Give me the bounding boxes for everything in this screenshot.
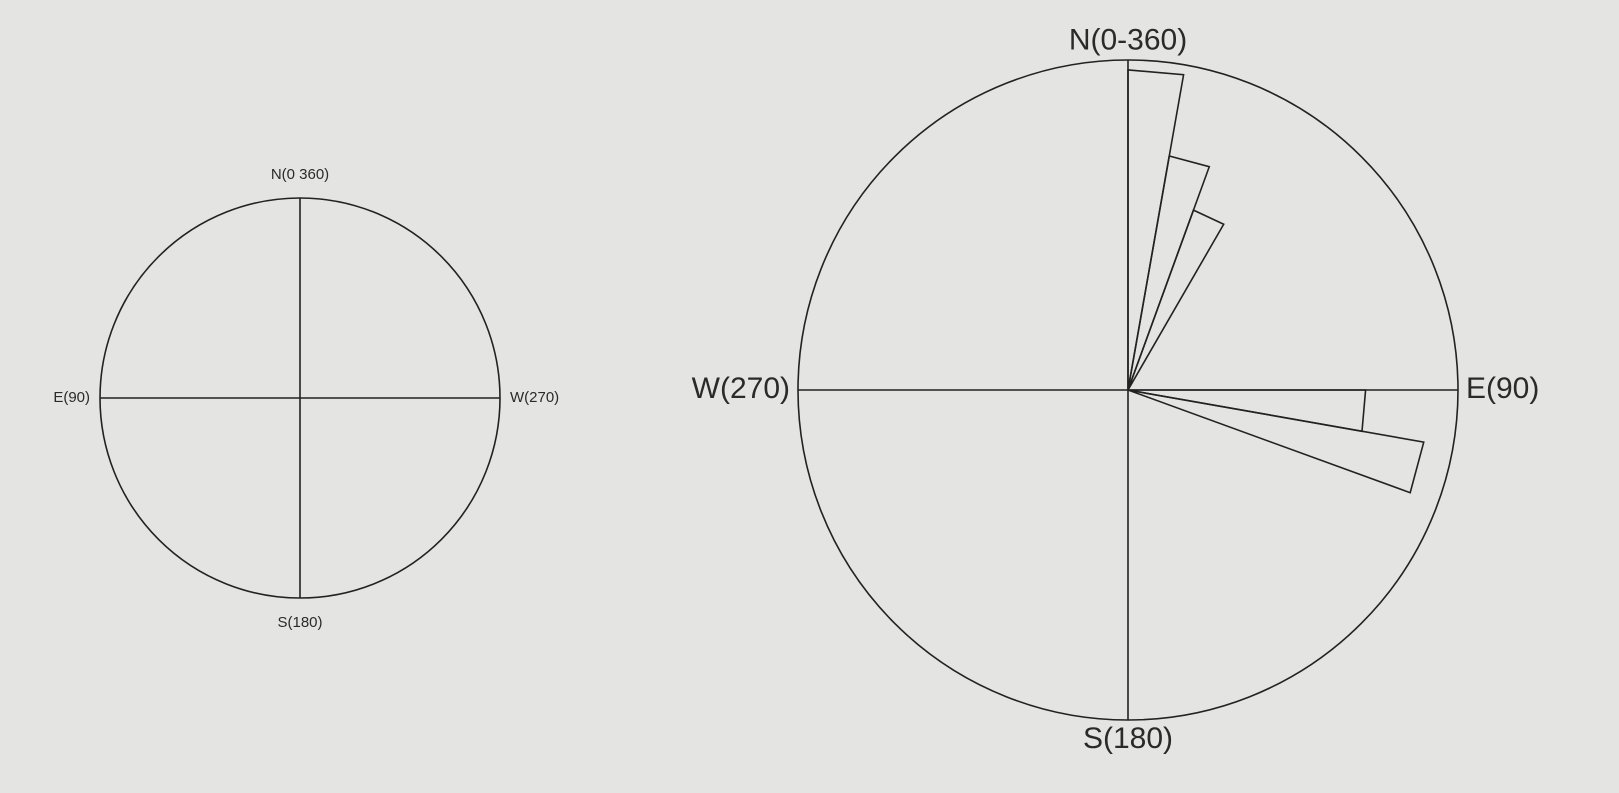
direction-label: N(0-360): [1069, 24, 1187, 57]
direction-label: N(0 360): [271, 166, 329, 183]
petal: [1127, 389, 1425, 494]
petal: [1127, 209, 1225, 391]
rose-chart-left: N(0 360) E(90) S(180) W(270): [53, 166, 559, 631]
direction-label: S(180): [277, 614, 322, 631]
direction-label: W(270): [510, 389, 559, 406]
direction-label: E(90): [53, 389, 90, 406]
direction-label: S(180): [1083, 722, 1173, 755]
direction-label: W(270): [692, 372, 790, 405]
rose-chart-right: N(0-360) E(90) S(180) W(270): [692, 24, 1540, 755]
direction-label: E(90): [1466, 372, 1539, 405]
